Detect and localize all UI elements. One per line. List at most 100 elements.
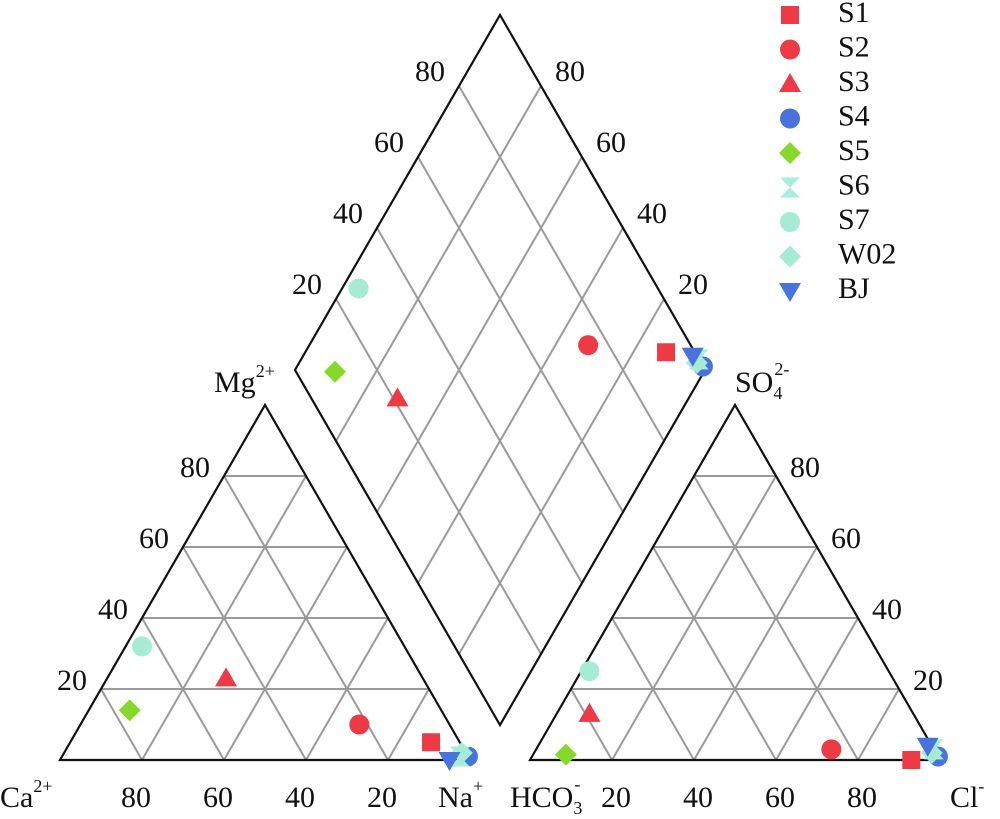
tick-label: 20 (601, 781, 631, 814)
axis-label: Cl- (950, 776, 984, 814)
legend-label: S1 (838, 0, 870, 29)
cation-point (215, 667, 238, 687)
tick-label: 80 (415, 55, 445, 88)
diamond-point (323, 360, 346, 383)
legend-marker (779, 245, 801, 268)
legend-marker (780, 177, 800, 198)
tick-label: 60 (203, 781, 233, 814)
legend-marker (779, 283, 801, 302)
grid-line (305, 617, 389, 761)
grid-line (376, 227, 583, 584)
grid-line (611, 617, 695, 761)
legend-marker (779, 142, 801, 164)
grid-line (335, 85, 542, 442)
grid-line (775, 617, 859, 761)
axis-label-sup: - (574, 774, 580, 794)
axis-label-sup: 2- (774, 359, 789, 379)
diamond-point (386, 387, 409, 407)
triangle-outline (58, 402, 472, 762)
grid-line (570, 688, 613, 761)
axis-label: SO4 2- (735, 359, 789, 403)
axis-label-text: SO (735, 366, 773, 399)
axis-label-sub: 4 (773, 383, 782, 403)
anion-point (578, 702, 601, 722)
tick-label: 60 (596, 126, 626, 159)
grid-line (100, 688, 143, 761)
tick-label: 20 (367, 781, 397, 814)
anion-point (916, 737, 939, 757)
grid-line (376, 156, 583, 513)
legend-marker (781, 6, 799, 24)
tick-label: 80 (847, 781, 877, 814)
legend-marker (780, 108, 800, 129)
axis-label-sub: 3 (573, 798, 582, 818)
axis-label-text: Ca (0, 781, 33, 814)
grid-line (387, 688, 430, 761)
axis-label-text: Mg (214, 366, 256, 399)
diamond-point (681, 347, 704, 367)
cation-point (422, 733, 441, 752)
grid-line (693, 546, 818, 761)
grid-line (417, 156, 624, 513)
grid-line (857, 688, 900, 761)
cation-point (132, 636, 152, 657)
axis-label: Ca2+ (0, 776, 52, 814)
tick-label: 80 (180, 451, 210, 484)
legend-marker (780, 39, 800, 60)
legend-label: S4 (838, 99, 870, 132)
axis-label-sup: + (473, 776, 483, 796)
cation-point (118, 699, 141, 722)
tick-label: 40 (872, 593, 902, 626)
grid-line (417, 227, 624, 584)
legend-label: S3 (838, 65, 870, 98)
tick-label: 40 (333, 197, 363, 230)
cation-point (438, 752, 461, 771)
tick-label: 60 (765, 781, 795, 814)
tick-label: 20 (678, 268, 708, 301)
axis-label-text: Cl (950, 781, 978, 814)
diamond-point (578, 335, 599, 356)
axis-label: Na+ (438, 776, 483, 814)
grid-line (141, 617, 225, 761)
tick-label: 80 (790, 451, 820, 484)
axis-label-sup: 2+ (33, 776, 52, 796)
tick-label: 20 (57, 664, 87, 697)
grid-line (182, 546, 307, 761)
axis-label-text: HCO (510, 781, 573, 814)
anion-point (821, 739, 842, 760)
grid-line (458, 298, 665, 655)
legend-label: S6 (838, 168, 870, 201)
legend-label: S7 (838, 203, 870, 236)
axis-label-sup: 2+ (256, 361, 275, 381)
legend-label: W02 (838, 237, 896, 270)
tick-label: 40 (98, 593, 128, 626)
anion-point (579, 661, 600, 682)
legend-label: BJ (838, 272, 870, 305)
grid-line (458, 85, 665, 442)
diamond-point (348, 278, 369, 299)
tick-label: 60 (374, 126, 404, 159)
diamond-point (657, 343, 676, 362)
legend-label: S5 (838, 134, 870, 167)
tick-label: 40 (285, 781, 315, 814)
triangle-outline (528, 402, 942, 762)
anion-point (554, 743, 577, 766)
tick-label: 40 (637, 197, 667, 230)
axis-label-text: Na (438, 781, 473, 814)
tick-label: 20 (292, 268, 322, 301)
grid-line (652, 546, 777, 761)
grid-line (223, 546, 348, 761)
tick-label: 60 (139, 522, 169, 555)
tick-label: 40 (683, 781, 713, 814)
legend-marker (780, 212, 800, 232)
cation-point (349, 714, 370, 735)
anion-point (902, 751, 921, 769)
legend-marker (779, 73, 801, 92)
axis-label: HCO3 - (510, 774, 582, 818)
grid-line (335, 298, 542, 655)
axis-label: Mg2+ (214, 361, 275, 399)
tick-label: 80 (555, 55, 585, 88)
tick-label: 60 (831, 522, 861, 555)
tick-label: 80 (121, 781, 151, 814)
